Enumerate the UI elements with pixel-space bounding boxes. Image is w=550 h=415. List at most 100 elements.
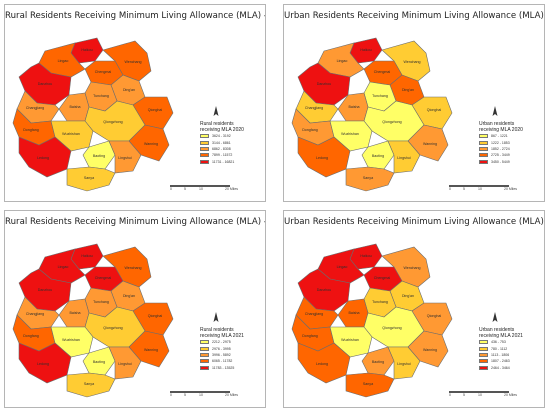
legend-item: 3450 - 5449 (479, 159, 541, 165)
place-label: Dongfang (302, 128, 318, 132)
legend-range-label: 867 - 1221 (491, 134, 508, 139)
place-label: Lingao (337, 265, 348, 269)
legend-title: Urban residents receiving MLA 2020 (479, 121, 523, 133)
legend-swatch (479, 140, 488, 145)
legend-swatch (200, 159, 209, 164)
place-label: Danzhou (317, 288, 331, 292)
scale-line (449, 391, 509, 393)
region-lingshui (387, 346, 421, 380)
legend-swatch (200, 146, 209, 151)
region-danzhou (297, 62, 351, 106)
scale-line (170, 391, 230, 393)
place-label: Tunchang (93, 300, 109, 304)
legend-item: 3144 - 6861 (200, 139, 262, 145)
place-label: Dongfang (302, 334, 318, 338)
place-label: Wuzhishan (62, 338, 80, 342)
legend-range-label: 1852 - 2724 (491, 146, 510, 151)
legend-item: 2464 - 3464 (479, 365, 541, 371)
legend-range-label: 3450 - 5449 (491, 159, 510, 164)
scale-label-0: 0 (170, 187, 172, 191)
region-danzhou (18, 62, 72, 106)
legend-item: 436 - 753 (479, 339, 541, 345)
place-label: Qionghai (427, 314, 442, 318)
place-label: Danzhou (317, 82, 331, 86)
place-label: Sanya (363, 176, 373, 180)
place-label: Lingao (58, 265, 69, 269)
legend-swatch (200, 352, 209, 357)
legend-title: Rural residents receiving MLA 2020 (200, 121, 244, 133)
region-sanya (66, 166, 116, 192)
place-label: Lingshui (118, 362, 132, 366)
scale-label-5: 5 (463, 187, 465, 191)
legend-item: 1852 - 2724 (479, 146, 541, 152)
panel-title: Urban Residents Receiving Minimum Living… (284, 217, 544, 227)
legend-item: 867 - 1221 (479, 133, 541, 139)
legend-item: 2976 - 3995 (200, 345, 262, 351)
region-lingshui (387, 140, 421, 174)
place-label: Wanning (144, 348, 158, 352)
legend-item: 11731 - 16821 (200, 159, 262, 165)
map-panel-rural-2020: Rural Residents Receiving Minimum Living… (4, 4, 266, 202)
place-label: Wenchang (403, 266, 420, 270)
legend-item: 780 - 1112 (479, 345, 541, 351)
place-label: Chengmai (95, 70, 112, 74)
legend-swatch (479, 134, 488, 139)
place-label: Ding'an (402, 88, 414, 92)
legend-title: Rural residents receiving MLA 2021 (200, 327, 244, 339)
scale-label-0: 0 (170, 393, 172, 397)
place-label: Chengmai (374, 276, 391, 280)
place-label: Qionghai (148, 108, 163, 112)
choropleth-map: Haikou Wenchang Chengmai Ding'an Lingao Danzh… (291, 37, 453, 192)
scale-label-0: 0 (449, 187, 451, 191)
place-label: Wanning (144, 142, 158, 146)
place-label: Wuzhishan (62, 132, 80, 136)
region-danzhou (18, 268, 72, 312)
choropleth-map: Haikou Wenchang Chengmai Ding'an Lingao Danzh… (12, 243, 174, 398)
scale-label-20: 20 Miles (225, 187, 239, 191)
legend-item: 7899 - 11572 (200, 152, 262, 158)
place-label: Wenchang (124, 60, 141, 64)
place-label: Ding'an (123, 88, 135, 92)
legend-item: 6862 - 8308 (200, 146, 262, 152)
legend-range-label: 7899 - 11572 (212, 153, 233, 158)
place-label: Lingshui (118, 156, 132, 160)
legend-item: 1807 - 2463 (479, 358, 541, 364)
legend-item: 11783 - 13525 (200, 365, 262, 371)
legend-swatch (479, 340, 488, 345)
region-lingshui (108, 346, 142, 380)
map-panel-rural-2021: Rural Residents Receiving Minimum Living… (4, 210, 266, 408)
scale-label-10: 10 (199, 187, 203, 191)
scale-label-5: 5 (184, 187, 186, 191)
place-label: Lingao (337, 59, 348, 63)
region-sanya (66, 372, 116, 398)
legend-range-label: 1807 - 2463 (491, 359, 510, 364)
place-label: Haikou (360, 48, 371, 52)
legend-item: 2725 - 3449 (479, 152, 541, 158)
legend-range-label: 1113 - 1806 (491, 352, 510, 357)
place-label: Changjiang (26, 312, 44, 316)
scale-label-20: 20 Miles (504, 393, 518, 397)
scale-line (170, 185, 230, 187)
scale-label-20: 20 Miles (225, 393, 239, 397)
legend-range-label: 3996 - 5892 (212, 352, 231, 357)
place-label: Tunchang (93, 94, 109, 98)
place-label: Lingshui (397, 362, 411, 366)
place-label: Sanya (84, 382, 94, 386)
legend-swatch (200, 140, 209, 145)
legend: Rural residents receiving MLA 2020 3624 … (200, 121, 262, 165)
place-label: Qiongzhong (382, 326, 401, 330)
legend-range-label: 436 - 753 (491, 340, 506, 345)
scale-label-5: 5 (184, 393, 186, 397)
legend-range-label: 6065 - 11782 (212, 359, 233, 364)
legend-item: 6065 - 11782 (200, 358, 262, 364)
legend-item: 2212 - 2975 (200, 339, 262, 345)
legend-item: 1113 - 1806 (479, 352, 541, 358)
legend-item: 1222 - 1853 (479, 139, 541, 145)
legend-swatch (200, 346, 209, 351)
place-label: Ledong (37, 156, 49, 160)
place-label: Tunchang (372, 94, 388, 98)
place-label: Ding'an (402, 294, 414, 298)
region-danzhou (297, 268, 351, 312)
legend-range-label: 1222 - 1853 (491, 140, 510, 145)
place-label: Baisha (349, 105, 360, 109)
